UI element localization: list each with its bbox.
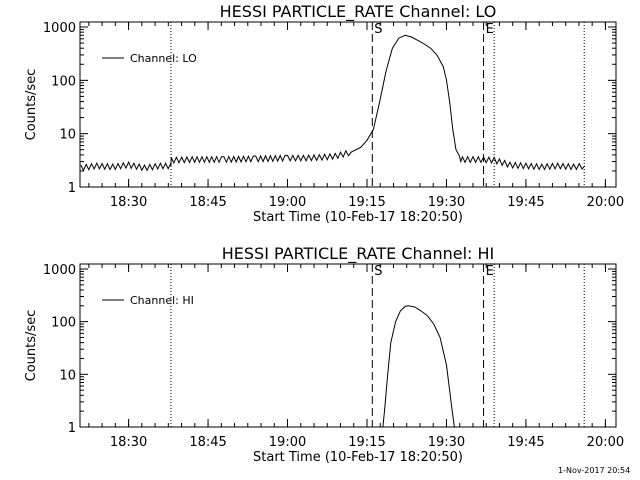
marker-label-e: E <box>486 22 494 37</box>
x-axis-label: Start Time (10-Feb-17 18:20:50) <box>253 210 463 225</box>
x-tick-label: 18:45 <box>189 435 226 450</box>
x-tick-label: 19:00 <box>269 435 306 450</box>
plot-frame <box>79 263 617 428</box>
y-tick-label: 1 <box>68 421 76 436</box>
plot-frame <box>79 21 617 188</box>
chart-title: HESSI PARTICLE_RATE Channel: LO <box>220 2 497 22</box>
y-tick-label: 1000 <box>43 21 76 36</box>
y-tick-label: 100 <box>51 316 76 331</box>
x-tick-label: 20:00 <box>587 435 624 450</box>
y-tick-label: 100 <box>51 74 76 89</box>
legend-label: Channel: LO <box>130 52 197 65</box>
legend-label: Channel: HI <box>130 294 194 307</box>
x-axis-label: Start Time (10-Feb-17 18:20:50) <box>253 450 463 465</box>
x-tick-label: 20:00 <box>587 195 624 210</box>
x-tick-label: 19:30 <box>428 435 465 450</box>
y-tick-label: 10 <box>59 368 76 383</box>
x-tick-label: 19:45 <box>507 195 544 210</box>
marker-label-s: S <box>374 22 382 37</box>
x-tick-label: 18:30 <box>110 435 147 450</box>
panel-lo: HESSI PARTICLE_RATE Channel: LO 18:30 18:4… <box>24 2 624 225</box>
chart-title: HESSI PARTICLE_RATE Channel: HI <box>222 244 495 264</box>
panel-hi: HESSI PARTICLE_RATE Channel: HI 18:30 18:4… <box>24 244 624 465</box>
y-axis-label: Counts/sec <box>24 310 39 382</box>
x-tick-label: 19:15 <box>348 195 385 210</box>
x-tick-label: 19:15 <box>348 435 385 450</box>
x-tick-label: 18:45 <box>189 195 226 210</box>
y-tick-label: 1 <box>68 181 76 196</box>
x-tick-label: 19:45 <box>507 435 544 450</box>
marker-label-s: S <box>374 264 382 279</box>
y-tick-label: 1000 <box>43 263 76 278</box>
x-tick-label: 18:30 <box>110 195 147 210</box>
y-axis-label: Counts/sec <box>24 69 39 141</box>
x-tick-label: 19:30 <box>428 195 465 210</box>
series-line <box>382 305 455 428</box>
marker-label-e: E <box>486 264 494 279</box>
series-line <box>80 34 586 172</box>
footer-timestamp: 1-Nov-2017 20:54 <box>558 466 631 475</box>
x-tick-label: 19:00 <box>269 195 306 210</box>
y-tick-label: 10 <box>59 128 76 143</box>
